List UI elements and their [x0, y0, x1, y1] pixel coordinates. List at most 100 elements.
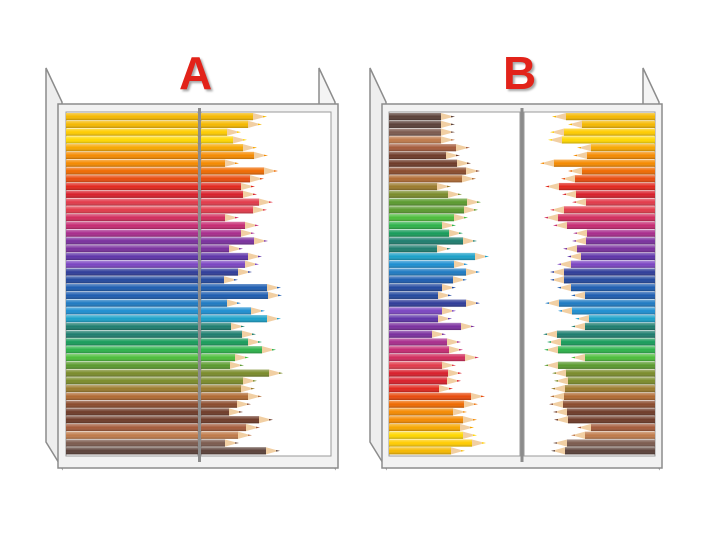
pencil [66, 299, 241, 307]
pencil [66, 182, 255, 191]
pencil [389, 307, 456, 315]
pencil [540, 159, 655, 167]
pencil [66, 291, 282, 299]
pencil [568, 120, 655, 128]
pencil [389, 237, 477, 245]
pencil [66, 198, 273, 206]
label-b: B [503, 47, 537, 99]
pencil [389, 416, 477, 424]
pencil [557, 260, 655, 268]
pencil [389, 385, 453, 393]
pencil [572, 237, 655, 245]
pencil [389, 151, 460, 160]
pencil [66, 322, 245, 331]
pencil [66, 144, 257, 152]
pencil [553, 221, 655, 229]
pencil [573, 229, 655, 237]
pencil [550, 276, 655, 284]
pencil [389, 423, 474, 432]
pencil [544, 346, 655, 354]
pencil [66, 190, 257, 198]
pencil [389, 291, 452, 299]
pencil [553, 408, 655, 416]
pencil [389, 400, 478, 408]
pencil [389, 214, 468, 222]
pencil [66, 346, 276, 354]
pencil [389, 353, 479, 362]
pencil [543, 330, 655, 338]
pencil [66, 361, 244, 369]
pencil [66, 392, 262, 400]
pencil [389, 330, 446, 338]
pencil [550, 206, 655, 214]
pencil [550, 128, 655, 136]
pencil [389, 182, 451, 191]
pencil [389, 439, 486, 447]
pencil [389, 315, 452, 323]
pencil [572, 198, 655, 206]
pencil [389, 113, 455, 121]
pencil [66, 120, 262, 128]
pencil [567, 252, 655, 261]
pencil [389, 190, 462, 198]
pencil [545, 182, 655, 191]
pencil [66, 159, 239, 167]
pencil [66, 447, 280, 455]
pencil [547, 338, 655, 346]
pencil [389, 322, 475, 331]
pencil [561, 175, 655, 183]
pencil [389, 206, 478, 214]
pencil [66, 113, 267, 121]
pencil [389, 198, 481, 206]
pencil [544, 361, 655, 369]
pencil [66, 377, 257, 385]
pencil [557, 284, 655, 292]
pencil [550, 392, 655, 400]
pencil [66, 338, 262, 346]
pencil [389, 369, 462, 377]
pencil [389, 221, 456, 229]
pencil [389, 268, 480, 276]
pencil [66, 206, 267, 214]
pencil [66, 284, 281, 292]
pencil [66, 175, 264, 183]
pencil [554, 377, 655, 385]
pencil [66, 276, 238, 284]
pencil [66, 330, 256, 338]
pencil [66, 416, 273, 424]
pencil [389, 260, 468, 268]
pencil [551, 447, 655, 455]
pencils-a [66, 113, 283, 455]
wardrobe-b [369, 67, 663, 471]
pencils-b-left [389, 113, 489, 455]
pencil [389, 338, 461, 346]
pencil [66, 128, 241, 136]
pencil [389, 229, 463, 237]
pencil [389, 284, 456, 292]
pencil [545, 299, 655, 307]
pencil [66, 260, 259, 268]
pencil [573, 151, 655, 160]
pencil [389, 175, 476, 183]
pencil [550, 268, 655, 276]
pencil [389, 167, 480, 175]
pencil [571, 322, 655, 331]
pencil [66, 408, 243, 416]
pencil [66, 221, 259, 229]
pencil [577, 423, 655, 432]
pencil [389, 361, 456, 369]
pencil [389, 245, 451, 253]
pencil [571, 353, 655, 362]
pencil [66, 245, 243, 253]
pencil [66, 315, 281, 323]
wardrobe-a [45, 67, 339, 471]
pencil [66, 268, 252, 276]
pencil [389, 276, 467, 284]
pencil [389, 120, 455, 128]
pencil [571, 291, 655, 299]
pencil [389, 447, 465, 455]
pencil [562, 190, 655, 198]
pencil [66, 229, 255, 237]
pencil [66, 400, 251, 408]
